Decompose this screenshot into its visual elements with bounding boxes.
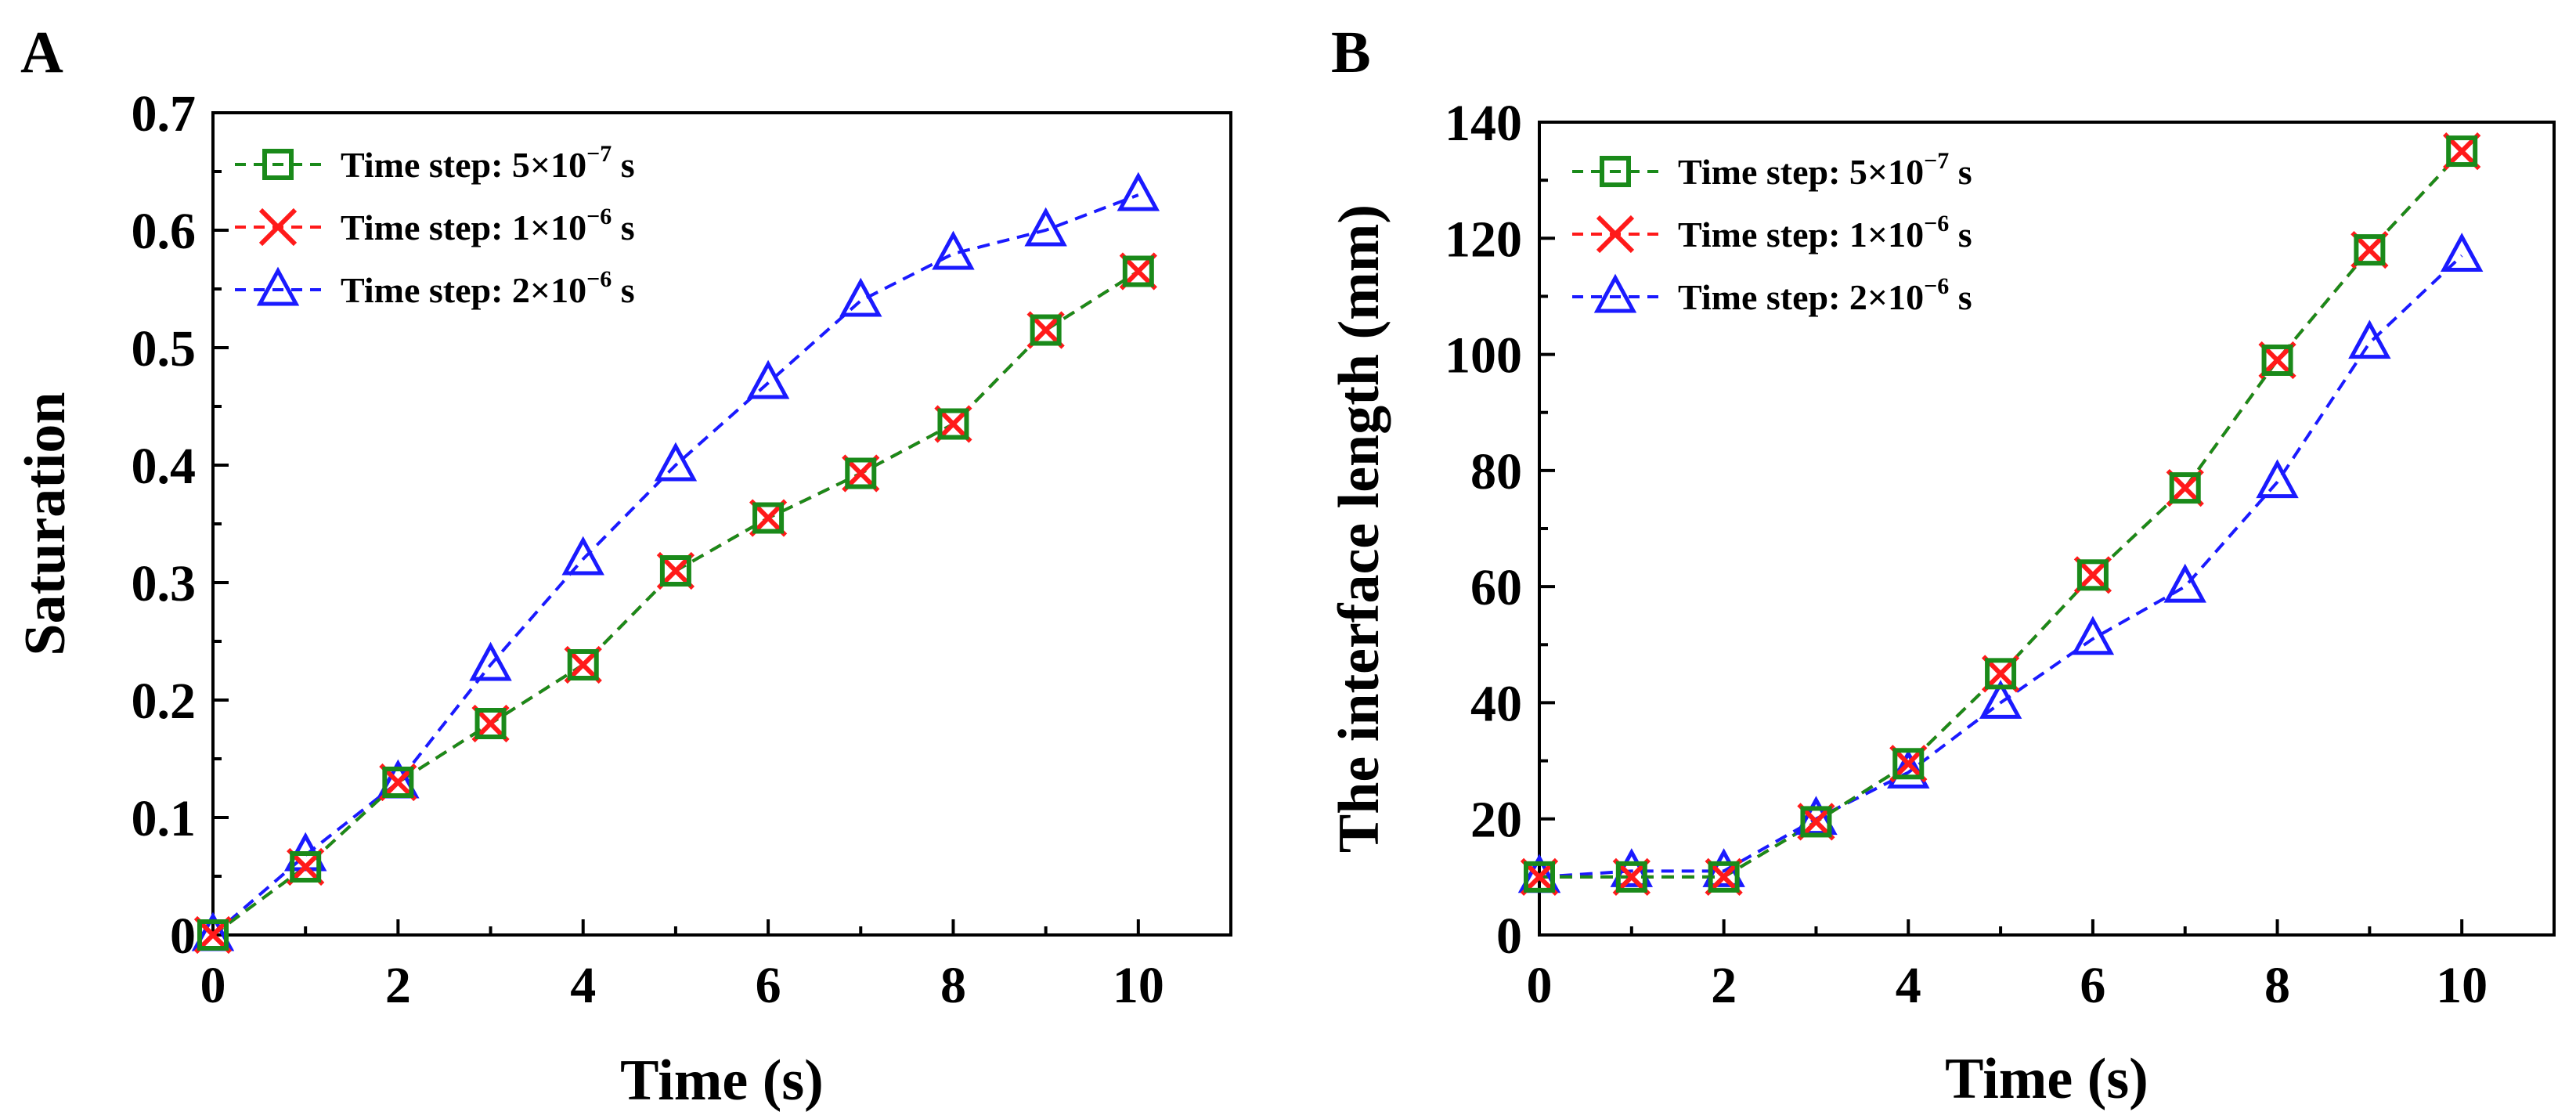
panel-a-y-tick-label: 0.7 [132,85,197,143]
panel-a-y-tick-label: 0.6 [132,203,197,260]
panel-a-series-line-1 [211,269,1139,937]
panel-b-x-tick-label: 6 [2080,957,2105,1014]
panel-b-letter: B [1331,20,1371,85]
panel-a-legend-marker [258,208,298,247]
panel-b-series-3-point [2256,459,2299,499]
panel-b-x-tick-label: 8 [2264,957,2290,1014]
panel-b-x-tick-label: 4 [1896,957,1921,1014]
panel-b-series-1-point [2169,472,2201,504]
panel-a-y-tick-label: 0.4 [132,438,197,495]
panel-a-series-1-point [659,555,691,587]
panel-b-series-3-point [2348,319,2391,359]
panel-a-series-3-point [839,277,882,317]
panel-a-x-tick-label: 6 [756,957,781,1014]
panel-b-series-1-point [1615,861,1647,893]
panel-b-y-tick-label: 80 [1470,443,1522,500]
panel-a-x-tick-label: 2 [385,957,411,1014]
panel-a-legend-marker [262,149,294,180]
panel-b-y-tick-label: 40 [1470,675,1522,732]
panel-b-series-3-point [2163,563,2206,603]
panel-b-legend-label: Time step: 1×10−6 s [1678,211,1972,254]
panel-a-x-tick-label: 0 [200,957,226,1014]
panel-b-y-tick-label: 60 [1470,559,1522,616]
panel-a-series-line-3 [211,193,1139,937]
panel-a-legend: Time step: 5×10−7 s Time step: 1×10−6 s Ti… [235,141,635,310]
panel-b-legend-marker [1593,273,1637,313]
panel-a-legend-label: Time step: 1×10−6 s [341,204,635,247]
panel-a-series-1-point [1122,255,1154,287]
panel-a-series-3-point [1117,171,1160,211]
panel-b-x-axis-label: Time (s) [1945,1047,2148,1111]
panel-b-y-tick-label: 120 [1445,211,1522,268]
panel-b-x-tick-label: 10 [2436,957,2488,1014]
panel-b-series-line-3 [1539,254,2463,879]
panel-b-series-3-point [1979,680,2022,719]
panel-a-legend-label: Time step: 5×10−7 s [341,141,635,185]
panel-b-series-1-point [2354,234,2386,266]
panel-a-series-1-point [937,408,969,440]
panel-b-legend-marker [1596,215,1635,254]
panel-a-y-tick-label: 0 [170,908,196,965]
panel-b-series-1-point [1892,748,1925,780]
panel-a-legend-marker [256,266,300,306]
panel-b-legend-marker [1600,156,1631,187]
panel-b-series-line-1 [1539,150,2463,879]
panel-a-series-1-point [474,708,507,739]
panel-a-y-tick-label: 0.1 [132,790,197,847]
panel-a-x-tick-label: 8 [940,957,966,1014]
panel-a-chart: A 0 2 4 6 8 10 0 0.1 0.2 0.3 0.4 0.5 0.6 0.7 Time (s) Sa… [13,20,1232,1113]
panel-a-x-axis-label: Time (s) [620,1049,824,1113]
panel-b-series-3-point [2440,233,2484,272]
panel-a-legend-label: Time step: 2×10−6 s [341,266,635,310]
panel-b-y-tick-label: 0 [1496,908,1522,965]
panel-b-series-1-point [1524,861,1555,893]
panel-a-series-3-point [654,442,698,482]
panel-b-series-3-point [2071,615,2115,655]
panel-a-series-1-point [1030,314,1062,346]
panel-b-y-tick-label: 140 [1445,95,1522,152]
panel-a-series-1-point [197,919,229,951]
panel-b-y-axis-label: The interface length (mm) [1327,204,1391,853]
panel-a-letter: A [20,20,63,85]
panel-b-legend-label: Time step: 5×10−7 s [1678,148,1972,192]
panel-a-series-line-2 [211,269,1139,937]
panel-b-series-1-point [2261,344,2293,376]
panel-b-x-tick-label: 0 [1527,957,1553,1014]
panel-a-x-tick-label: 4 [570,957,596,1014]
panel-a-x-tick-label: 10 [1113,957,1164,1014]
panel-a-y-tick-label: 0.5 [132,320,197,377]
panel-a-series-3-point [746,359,790,399]
panel-b-series-line-2 [1539,150,2463,879]
panel-b-legend: Time step: 5×10−7 s Time step: 1×10−6 s Ti… [1572,148,1972,317]
panel-a-series-3-point [1024,207,1067,247]
panel-a-series-1-point [382,767,414,798]
panel-a-series-1-point [567,649,599,680]
panel-a-series-1-point [752,502,785,534]
panel-b-series-1-point [1800,806,1832,838]
panel-b-series-1-point [2076,559,2109,591]
panel-a-y-tick-label: 0.2 [132,673,197,730]
panel-b-y-tick-label: 20 [1470,792,1522,849]
panel-b-y-tick-label: 100 [1445,327,1522,384]
panel-a-series-1-point [290,851,322,883]
panel-b-series-1-point [1985,658,2017,690]
panel-b-series-1-point [1708,861,1740,893]
panel-a-series-1-point [845,457,877,489]
panel-a-series-3-point [932,230,975,270]
panel-a-y-axis-label: Saturation [13,392,78,655]
panel-a-y-tick-label: 0.3 [132,555,197,612]
panel-b-series-1-point [2446,135,2478,168]
panel-a-series-3-point [469,641,512,681]
panel-a-series-3-point [561,536,604,576]
panel-b-legend-label: Time step: 2×10−6 s [1678,273,1972,317]
panel-b-x-tick-label: 2 [1711,957,1737,1014]
